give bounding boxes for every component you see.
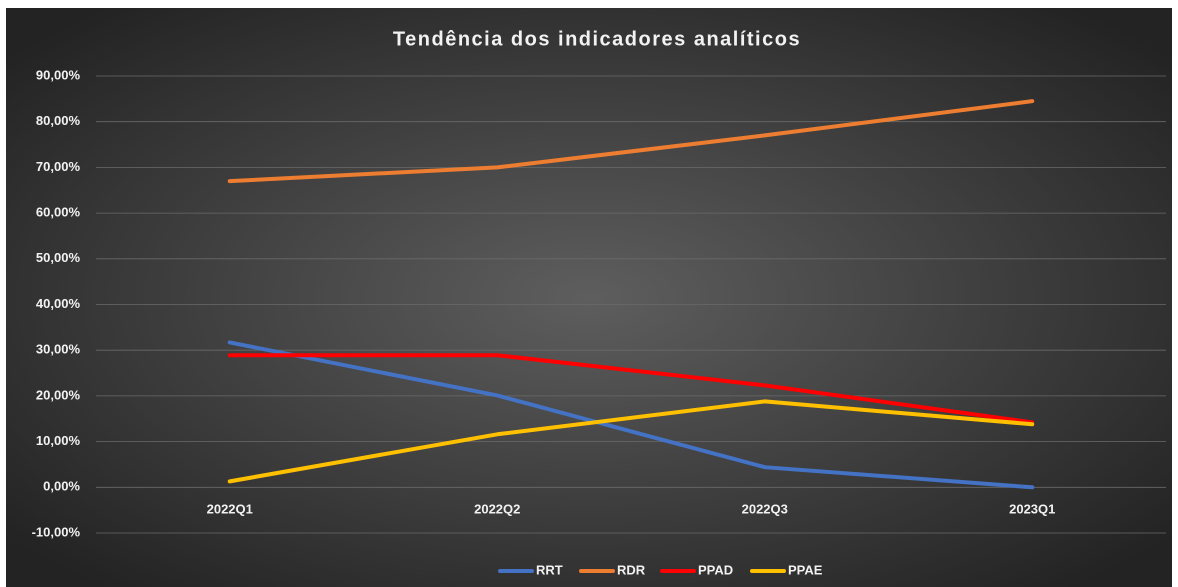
x-tick-label: 2022Q1 xyxy=(207,502,253,517)
series-line xyxy=(227,353,1035,425)
y-tick-label: 0,00% xyxy=(43,479,80,494)
y-tick-label: 40,00% xyxy=(36,296,81,311)
y-tick-label: 10,00% xyxy=(36,433,81,448)
series-line xyxy=(227,399,1035,484)
y-tick-label: 20,00% xyxy=(36,387,81,402)
legend-label: RRT xyxy=(536,562,563,577)
legend-label: PPAE xyxy=(788,562,823,577)
chart-title: Tendência dos indicadores analíticos xyxy=(393,28,801,50)
y-tick-label: 50,00% xyxy=(36,250,81,265)
y-tick-label: 60,00% xyxy=(36,205,81,220)
y-tick-label: 90,00% xyxy=(36,67,81,82)
x-tick-label: 2022Q2 xyxy=(474,502,520,517)
y-tick-label: 30,00% xyxy=(36,342,81,357)
y-tick-label: -10,00% xyxy=(32,524,81,539)
y-tick-label: 70,00% xyxy=(36,159,81,174)
series-line xyxy=(227,99,1035,184)
series-line xyxy=(227,340,1035,490)
legend-label: RDR xyxy=(617,562,646,577)
legend-label: PPAD xyxy=(698,562,733,577)
x-tick-label: 2023Q1 xyxy=(1009,502,1055,517)
x-tick-label: 2022Q3 xyxy=(742,502,788,517)
y-tick-label: 80,00% xyxy=(36,113,81,128)
chart-background xyxy=(6,8,1172,587)
